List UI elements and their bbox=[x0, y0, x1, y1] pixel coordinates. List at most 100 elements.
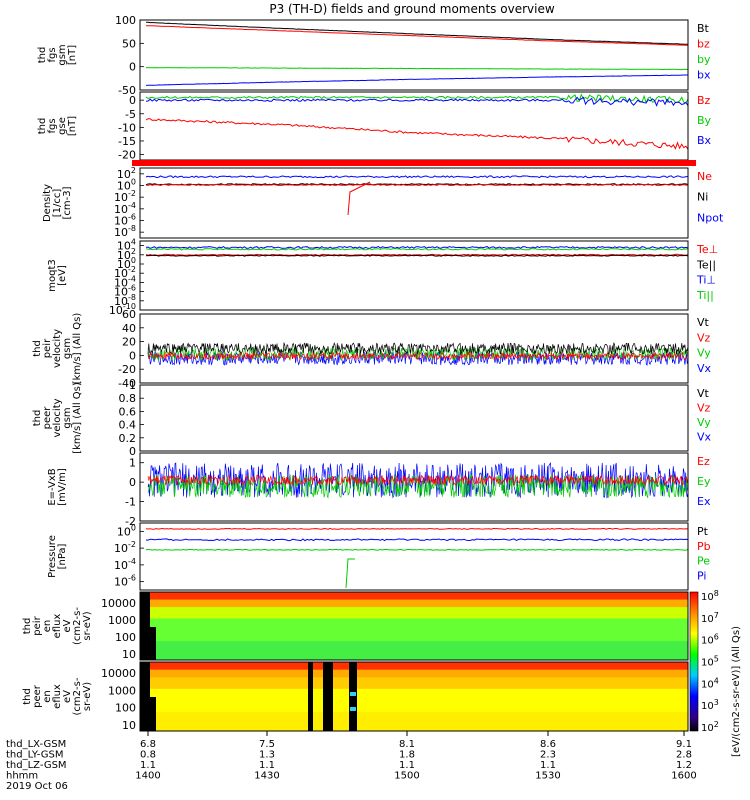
spectrogram-band bbox=[140, 622, 688, 627]
data-gap bbox=[308, 662, 313, 731]
plot-area bbox=[140, 385, 688, 451]
series-Bz bbox=[145, 118, 688, 150]
panel-efield: -2 -1 0 1 E=-VxB[mV/m] Ez Ey Ex bbox=[47, 452, 711, 528]
y-tick-label: 0 bbox=[129, 349, 136, 362]
panel-frame bbox=[139, 167, 689, 239]
spectrogram-band bbox=[140, 633, 688, 638]
y-tick-label: 1000 bbox=[108, 614, 136, 627]
series-Pb bbox=[145, 527, 688, 530]
plot-area bbox=[140, 168, 688, 238]
y-axis-label: thdpeirvelocitygsm[km/s] (All Qs) bbox=[32, 313, 83, 385]
legend-Te⊥: Te⊥ bbox=[696, 243, 718, 256]
legend-Npot: Npot bbox=[697, 211, 724, 224]
y-tick-label: -50 bbox=[118, 84, 136, 97]
xaxis-row-label: thd_LZ-GSM bbox=[6, 760, 67, 771]
xaxis-row-label: thd_LY-GSM bbox=[6, 750, 63, 761]
y-tick-label: 10000 bbox=[101, 667, 136, 680]
spectrogram-band bbox=[140, 614, 688, 619]
legend-Bz: Bz bbox=[697, 94, 711, 107]
legend-Ez: Ez bbox=[697, 455, 710, 468]
density-bar bbox=[132, 160, 696, 166]
xaxis-value: 2.8 bbox=[676, 750, 692, 761]
colorbar-label: [eV/(cm2-s-sr-eV)] (All Qs) bbox=[731, 626, 742, 757]
panel-frame bbox=[139, 313, 689, 384]
y-tick-label: 1000 bbox=[108, 684, 136, 697]
legend-Pi: Pi bbox=[697, 569, 706, 582]
xaxis-value: 2.3 bbox=[540, 750, 556, 761]
colorbar-tick: 105 bbox=[701, 655, 719, 669]
series-Ne bbox=[145, 183, 688, 187]
spectrogram-band bbox=[140, 626, 688, 631]
panel-peer_vel: 00.20.40.60.81 thdpeervelocitygsm[km/s] (… bbox=[32, 379, 712, 458]
legend-Vz: Vz bbox=[697, 331, 711, 344]
colorbar: 108 107 106 105 104 103 102 [eV/(cm2-s-sr-eV)] … bbox=[689, 589, 742, 757]
legend-bz: bz bbox=[697, 38, 710, 51]
y-tick-label: 100 bbox=[117, 523, 136, 538]
data-gap bbox=[349, 662, 357, 731]
spectrogram-band bbox=[140, 677, 688, 682]
y-tick-label: 0 bbox=[129, 476, 136, 489]
xaxis-value: 1600 bbox=[671, 771, 696, 782]
legend-Ni: Ni bbox=[697, 191, 708, 204]
xaxis-value: 1.1 bbox=[399, 760, 415, 771]
y-tick-label: 10 bbox=[122, 648, 136, 661]
xaxis-value: 6.8 bbox=[140, 739, 156, 750]
spectrogram-band bbox=[140, 603, 688, 608]
y-tick-label: 10-2 bbox=[114, 540, 136, 555]
colorbar-tick: 102 bbox=[701, 720, 719, 734]
legend-Vt: Vt bbox=[697, 387, 710, 400]
xaxis-value: 1.1 bbox=[140, 760, 156, 771]
series-bx bbox=[145, 74, 688, 86]
y-axis-label: Density[1/cc][cm-3] bbox=[42, 184, 73, 222]
series-Vt bbox=[147, 341, 688, 356]
legend-Vz: Vz bbox=[697, 402, 711, 415]
legend-Ti||: Ti|| bbox=[696, 289, 714, 302]
y-tick-label: -40 bbox=[118, 377, 136, 390]
xaxis-value: 1.8 bbox=[399, 750, 415, 761]
legend-Bt: Bt bbox=[697, 22, 710, 35]
plot-area bbox=[140, 20, 688, 90]
panel-density: 10210010-210-410-610-8Density[1/cc][cm-3… bbox=[42, 160, 724, 239]
y-axis-label: thdpeerenefluxeV(cm2-s-sr-eV) bbox=[22, 677, 93, 715]
legend-bx: bx bbox=[697, 69, 711, 82]
spectrogram-band bbox=[140, 599, 688, 604]
colorbar-tick: 103 bbox=[701, 698, 719, 712]
y-axis-label: E=-VxB[mV/m] bbox=[47, 468, 68, 506]
legend-Bx: Bx bbox=[697, 134, 712, 147]
y-tick-label: 10-4 bbox=[114, 557, 136, 572]
y-tick-label: 60 bbox=[122, 308, 136, 321]
y-tick-label: 1 bbox=[129, 379, 136, 392]
series-Ni bbox=[145, 183, 688, 186]
y-tick-label: -20 bbox=[118, 363, 136, 376]
spectrogram-band bbox=[140, 685, 688, 690]
spectrogram-band bbox=[140, 610, 688, 616]
y-tick-label: 100 bbox=[115, 631, 136, 644]
series-By bbox=[145, 93, 688, 105]
xaxis-row-label: thd_LX-GSM bbox=[6, 739, 66, 750]
spectrogram-band bbox=[140, 637, 688, 642]
spectrogram-band bbox=[140, 641, 688, 646]
legend-Vy: Vy bbox=[697, 347, 711, 360]
spectrogram-band bbox=[140, 727, 688, 731]
y-tick-label: 0.2 bbox=[119, 432, 137, 445]
panel-frame bbox=[139, 19, 689, 91]
spectrogram-band bbox=[140, 618, 688, 623]
xaxis-value: 1430 bbox=[254, 771, 279, 782]
spectrogram-band bbox=[140, 648, 688, 653]
colorbar-tick: 106 bbox=[701, 633, 719, 647]
spectrogram-band bbox=[140, 715, 688, 720]
spectrogram-band bbox=[140, 656, 688, 660]
gap-marker bbox=[350, 692, 356, 696]
series-Bx bbox=[145, 96, 688, 107]
colorbar-tick: 104 bbox=[701, 676, 719, 690]
data-gap bbox=[323, 662, 333, 731]
xaxis-value: 1.2 bbox=[676, 760, 692, 771]
panel-frame bbox=[139, 240, 689, 311]
y-tick-label: 1 bbox=[129, 457, 136, 470]
xaxis-value: 8.6 bbox=[540, 739, 556, 750]
y-tick-label: 0 bbox=[129, 94, 136, 107]
legend-Pt: Pt bbox=[697, 525, 709, 538]
spectrogram-gap bbox=[150, 697, 156, 731]
y-tick-label: -5 bbox=[125, 108, 136, 121]
